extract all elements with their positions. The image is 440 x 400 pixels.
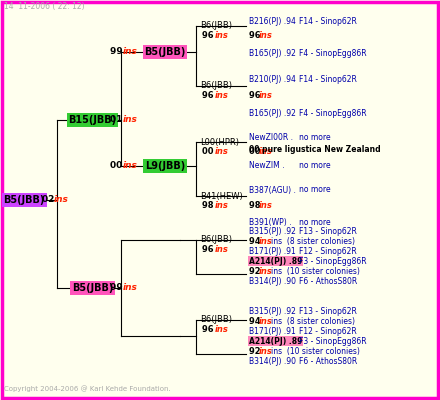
Text: ins  (10 sister colonies): ins (10 sister colonies) (271, 347, 360, 356)
Text: 98: 98 (249, 202, 263, 210)
Text: B5(JBB): B5(JBB) (144, 47, 186, 57)
Text: 14  11-2006 ( 22: 12): 14 11-2006 ( 22: 12) (4, 2, 85, 10)
Text: A214(PJ) .89: A214(PJ) .89 (249, 337, 302, 346)
Text: ins: ins (215, 326, 229, 334)
Text: F14 - Sinop62R: F14 - Sinop62R (299, 18, 357, 26)
Text: F4 - SinopEgg86R: F4 - SinopEgg86R (299, 110, 367, 118)
Text: no more: no more (299, 186, 331, 194)
Text: B216(PJ) .94: B216(PJ) .94 (249, 18, 296, 26)
Text: ins: ins (122, 116, 137, 124)
Text: NewZl00R .: NewZl00R . (249, 134, 293, 142)
Text: 00 pure ligustica New Zealand: 00 pure ligustica New Zealand (249, 146, 380, 154)
Text: ins: ins (258, 202, 272, 210)
Text: F6 - AthosS80R: F6 - AthosS80R (299, 357, 357, 366)
Text: B387(AGU) .: B387(AGU) . (249, 186, 296, 194)
Text: ins: ins (122, 48, 137, 56)
Text: B391(WP) .: B391(WP) . (249, 218, 291, 226)
Text: 94: 94 (249, 237, 263, 246)
Text: ins: ins (258, 237, 272, 246)
Text: B315(PJ) .92: B315(PJ) .92 (249, 307, 296, 316)
Text: B314(PJ) .90: B314(PJ) .90 (249, 277, 296, 286)
Text: F12 - Sinop62R: F12 - Sinop62R (299, 247, 357, 256)
Text: 92: 92 (249, 347, 263, 356)
Text: 96: 96 (202, 326, 217, 334)
Text: ins: ins (215, 202, 229, 210)
Text: 96: 96 (202, 246, 217, 254)
Text: F3 - SinopEgg86R: F3 - SinopEgg86R (299, 337, 367, 346)
Text: no more: no more (299, 218, 331, 226)
Text: B210(PJ) .94: B210(PJ) .94 (249, 76, 296, 84)
Text: B6(JBB): B6(JBB) (200, 316, 232, 324)
Text: F12 - Sinop62R: F12 - Sinop62R (299, 327, 357, 336)
Text: ins: ins (122, 284, 137, 292)
Text: ins: ins (258, 32, 272, 40)
Text: 94: 94 (249, 317, 263, 326)
Text: B165(PJ) .92: B165(PJ) .92 (249, 50, 296, 58)
Text: B5(JBB): B5(JBB) (72, 283, 113, 293)
Text: ins: ins (258, 92, 272, 100)
Text: 01: 01 (110, 116, 125, 124)
Text: L00(HPR): L00(HPR) (200, 138, 239, 146)
Text: ins: ins (215, 32, 229, 40)
Text: B6(JBB): B6(JBB) (200, 22, 232, 30)
Text: F3 - SinopEgg86R: F3 - SinopEgg86R (299, 257, 367, 266)
Text: ins: ins (258, 347, 272, 356)
Text: F4 - SinopEgg86R: F4 - SinopEgg86R (299, 50, 367, 58)
Text: no more: no more (299, 134, 331, 142)
Text: F13 - Sinop62R: F13 - Sinop62R (299, 227, 357, 236)
Text: 99: 99 (110, 48, 126, 56)
Text: B41(HEW): B41(HEW) (200, 192, 243, 200)
Text: 96: 96 (202, 32, 217, 40)
Text: ins: ins (122, 162, 137, 170)
Text: ins: ins (258, 267, 272, 276)
Text: B315(PJ) .92: B315(PJ) .92 (249, 227, 296, 236)
Text: F6 - AthosS80R: F6 - AthosS80R (299, 277, 357, 286)
Text: F14 - Sinop62R: F14 - Sinop62R (299, 76, 357, 84)
Text: ins  (8 sister colonies): ins (8 sister colonies) (271, 317, 356, 326)
Text: B6(JBB): B6(JBB) (200, 82, 232, 90)
Text: no more: no more (299, 162, 331, 170)
Text: 02: 02 (42, 196, 57, 204)
Text: 00: 00 (110, 162, 125, 170)
Text: 96: 96 (249, 32, 263, 40)
Text: B314(PJ) .90: B314(PJ) .90 (249, 357, 296, 366)
Text: B171(PJ) .91: B171(PJ) .91 (249, 327, 295, 336)
Text: L9(JBB): L9(JBB) (145, 161, 185, 171)
Text: ins  (10 sister colonies): ins (10 sister colonies) (271, 267, 360, 276)
Text: 98: 98 (202, 202, 217, 210)
Text: ins: ins (54, 196, 69, 204)
Text: B15(JBB): B15(JBB) (68, 115, 117, 125)
Text: A214(PJ) .89: A214(PJ) .89 (249, 257, 302, 266)
Text: 99: 99 (110, 284, 126, 292)
Text: B6(JBB): B6(JBB) (200, 236, 232, 244)
Text: B165(PJ) .92: B165(PJ) .92 (249, 110, 296, 118)
Text: 96: 96 (249, 92, 263, 100)
Text: NewZlM .: NewZlM . (249, 162, 284, 170)
Text: ins: ins (215, 92, 229, 100)
Text: 92: 92 (249, 267, 263, 276)
Text: Copyright 2004-2006 @ Karl Kehde Foundation.: Copyright 2004-2006 @ Karl Kehde Foundat… (4, 386, 171, 392)
Text: 00: 00 (202, 148, 217, 156)
Text: ins: ins (215, 148, 229, 156)
Text: F13 - Sinop62R: F13 - Sinop62R (299, 307, 357, 316)
Text: ins  (8 sister colonies): ins (8 sister colonies) (271, 237, 356, 246)
Text: ins: ins (215, 246, 229, 254)
Text: B5(JBB): B5(JBB) (4, 195, 45, 205)
Text: 96: 96 (202, 92, 217, 100)
Text: B171(PJ) .91: B171(PJ) .91 (249, 247, 295, 256)
Text: ins: ins (258, 317, 272, 326)
Text: ins: ins (258, 148, 272, 156)
Text: 00: 00 (249, 148, 263, 156)
